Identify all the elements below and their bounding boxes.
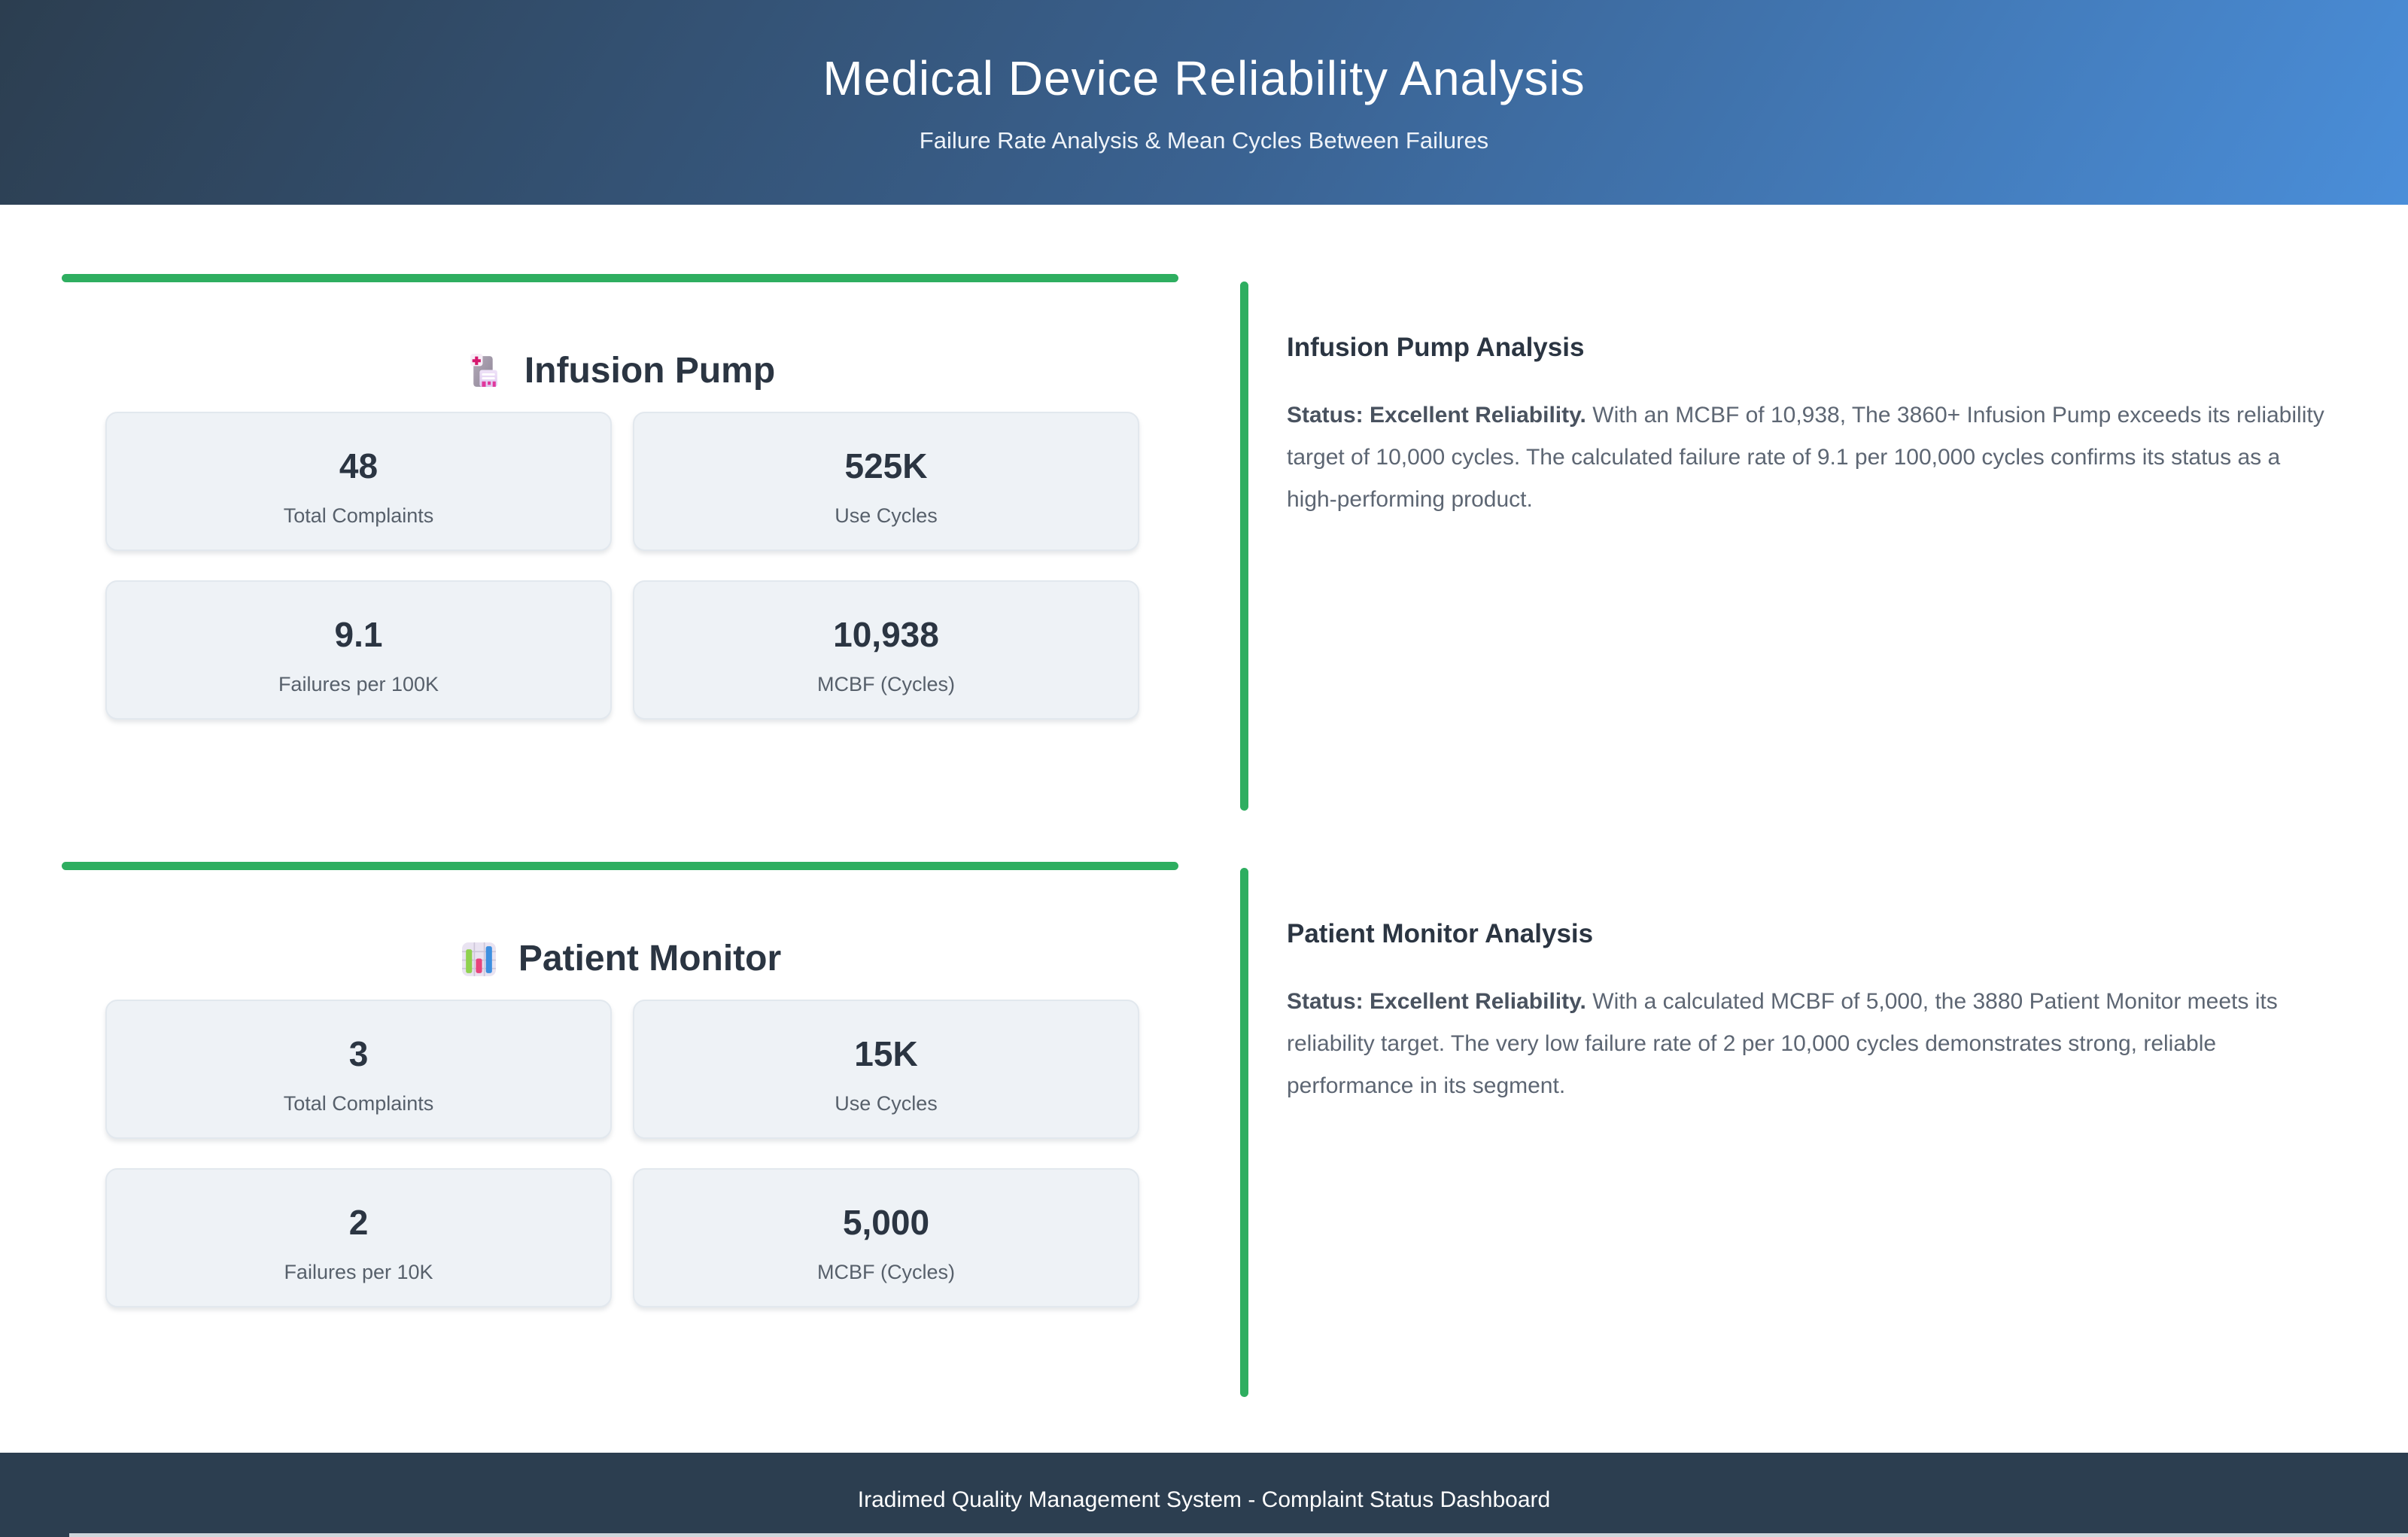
analysis-status: Status: Excellent Reliability.: [1287, 989, 1586, 1014]
analysis-panel-patient-monitor: Patient Monitor Analysis Status: Excelle…: [1240, 868, 2344, 1397]
analysis-title: Infusion Pump Analysis: [1287, 333, 1585, 362]
stat-label: Total Complaints: [283, 1091, 434, 1115]
stat-label: MCBF (Cycles): [817, 672, 955, 695]
stat-value: 2: [348, 1202, 369, 1242]
bar-chart-icon: [459, 939, 499, 979]
stat-grid-patient-monitor: 3 Total Complaints 15K Use Cycles 2 Fail…: [62, 1000, 1178, 1307]
analysis-text: Status: Excellent Reliability. With a ca…: [1287, 981, 2333, 1107]
analysis-column: Infusion Pump Analysis Status: Excellent…: [1240, 282, 2344, 1397]
header-banner: Medical Device Reliability Analysis Fail…: [0, 0, 2408, 205]
bottom-scroll-strip[interactable]: [69, 1533, 2408, 1537]
analysis-body: With an MCBF of 10,938, The 3860+ Infusi…: [1287, 403, 2324, 512]
stat-label: Use Cycles: [835, 504, 938, 527]
panel-left-accent: [1240, 868, 1248, 1397]
stat-value: 3: [348, 1033, 369, 1073]
stat-value: 10,938: [833, 614, 939, 654]
analysis-title: Patient Monitor Analysis: [1287, 919, 1594, 948]
device-title-patient-monitor: Patient Monitor: [62, 938, 1178, 980]
device-name: Infusion Pump: [524, 351, 776, 391]
stat-box-mcbf: 5,000 MCBF (Cycles): [633, 1168, 1139, 1307]
device-card-infusion-pump: Infusion Pump 48 Total Complaints 525K U…: [62, 274, 1178, 720]
stat-label: Use Cycles: [835, 1091, 938, 1115]
footer-text: Iradimed Quality Management System - Com…: [857, 1487, 1551, 1512]
page-title: Medical Device Reliability Analysis: [822, 51, 1586, 105]
stat-box-mcbf: 10,938 MCBF (Cycles): [633, 580, 1139, 720]
stat-box-failure-rate: 2 Failures per 10K: [105, 1168, 612, 1307]
device-title-infusion-pump: Infusion Pump: [62, 350, 1178, 392]
main-content: Infusion Pump 48 Total Complaints 525K U…: [0, 205, 2408, 1397]
stat-label: Total Complaints: [283, 504, 434, 527]
analysis-body: With a calculated MCBF of 5,000, the 388…: [1287, 989, 2278, 1098]
stat-label: Failures per 10K: [284, 1260, 433, 1283]
hospital-icon: [465, 352, 505, 391]
analysis-panel-infusion-pump: Infusion Pump Analysis Status: Excellent…: [1240, 282, 2344, 811]
device-cards-column: Infusion Pump 48 Total Complaints 525K U…: [62, 274, 1178, 1307]
analysis-text: Status: Excellent Reliability. With an M…: [1287, 394, 2333, 521]
stat-value: 48: [339, 446, 379, 485]
stat-label: Failures per 100K: [278, 672, 439, 695]
device-card-patient-monitor: Patient Monitor 3 Total Complaints 15K U…: [62, 862, 1178, 1307]
stat-value: 15K: [854, 1033, 918, 1073]
page-subtitle: Failure Rate Analysis & Mean Cycles Betw…: [919, 127, 1489, 154]
stat-label: MCBF (Cycles): [817, 1260, 955, 1283]
stat-value: 525K: [844, 446, 928, 485]
stat-value: 5,000: [842, 1202, 930, 1242]
analysis-status: Status: Excellent Reliability.: [1287, 403, 1586, 428]
stat-value: 9.1: [334, 614, 383, 654]
card-top-accent: [62, 862, 1178, 870]
stat-box-use-cycles: 15K Use Cycles: [633, 1000, 1139, 1139]
stat-box-total-complaints: 48 Total Complaints: [105, 412, 612, 551]
stat-box-total-complaints: 3 Total Complaints: [105, 1000, 612, 1139]
stat-grid-infusion-pump: 48 Total Complaints 525K Use Cycles 9.1 …: [62, 412, 1178, 720]
stat-box-use-cycles: 525K Use Cycles: [633, 412, 1139, 551]
stat-box-failure-rate: 9.1 Failures per 100K: [105, 580, 612, 720]
device-name: Patient Monitor: [518, 939, 782, 979]
card-top-accent: [62, 274, 1178, 282]
panel-left-accent: [1240, 282, 1248, 811]
footer-bar: Iradimed Quality Management System - Com…: [0, 1453, 2408, 1537]
